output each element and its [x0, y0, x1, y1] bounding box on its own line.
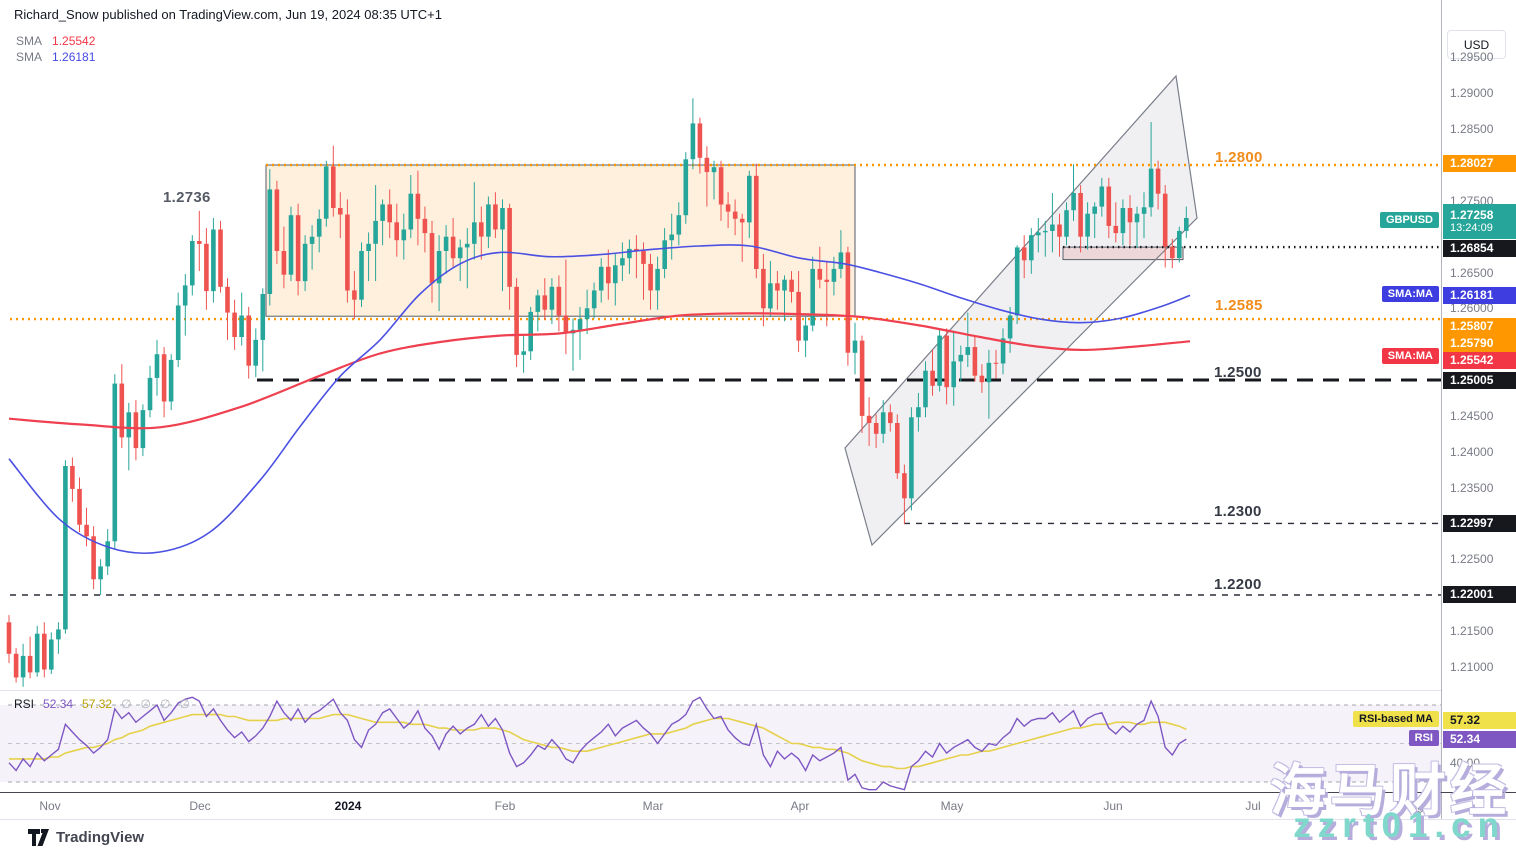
indicator-visibility-icon[interactable]: ∅ [121, 697, 132, 711]
time-axis-label: Mar [642, 799, 664, 813]
time-axis-label: Nov [39, 799, 61, 813]
plot-name-badge: SMA:MA [1381, 286, 1439, 302]
time-axis-label: Jun [1103, 799, 1123, 813]
price-axis-badge: 52.34 [1443, 730, 1516, 748]
rsi-legend: RSI 52.34 57.32 ∅ ∅ ∅ ∅ [14, 697, 190, 711]
legend-row-sma-slow: SMA 1.25542 [16, 33, 95, 49]
price-tick-label: 1.23500 [1450, 480, 1494, 495]
badge-price: 1.25005 [1450, 373, 1494, 387]
price-tick-label: 1.28500 [1450, 122, 1494, 137]
badge-countdown: 13:24:09 [1450, 222, 1493, 234]
badge-price: 1.26181 [1450, 288, 1494, 302]
rsi-ma-value: 57.32 [82, 697, 113, 711]
price-tick-label: 1.29000 [1450, 86, 1494, 101]
price-tick-label: 1.21000 [1450, 659, 1494, 674]
time-axis-label: Apr [790, 799, 810, 813]
price-axis-badge: 1.25790 [1443, 334, 1516, 352]
tradingview-logo-icon [28, 829, 49, 846]
price-axis-badge: 1.25542 [1443, 351, 1516, 369]
time-axis-label: 2024 [334, 799, 362, 813]
price-axis-badge: 1.25807 [1443, 317, 1516, 335]
price-tick-label: 1.26000 [1450, 301, 1494, 316]
time-axis-label: Dec [189, 799, 211, 813]
currency-toggle-button[interactable]: USD [1447, 30, 1506, 59]
time-axis-bottom-border [0, 819, 1516, 820]
publish-header: Richard_Snow published on TradingView.co… [14, 7, 442, 22]
price-axis-badge: 1.26854 [1443, 239, 1516, 257]
price-tick-label: 1.24500 [1450, 408, 1494, 423]
badge-price: 1.25807 [1450, 319, 1494, 333]
brand-text: TradingView [56, 829, 145, 846]
price-axis-badge: 1.26181 [1443, 286, 1516, 304]
price-tick-label: 1.22500 [1450, 552, 1494, 567]
badge-price: 52.34 [1450, 732, 1481, 746]
price-level-label: 1.2585 [1215, 297, 1263, 314]
badge-price: 1.26854 [1450, 241, 1494, 255]
badge-price: 1.28027 [1450, 156, 1494, 170]
tradingview-brand[interactable]: TradingView [28, 828, 144, 847]
time-axis-label: Jul [1245, 799, 1261, 813]
price-level-label: 1.2800 [1215, 149, 1263, 166]
price-axis-badge: 57.32 [1443, 711, 1516, 729]
badge-price: 1.22001 [1450, 587, 1494, 601]
price-tick-label: 1.26500 [1450, 265, 1494, 280]
pane-separator[interactable] [0, 690, 1441, 691]
price-tick-label: 1.21500 [1450, 623, 1494, 638]
time-axis-label: Aug [1402, 799, 1424, 813]
time-axis-label: Feb [494, 799, 516, 813]
legend-row-sma-fast: SMA 1.26181 [16, 49, 95, 65]
badge-price: 1.25542 [1450, 353, 1494, 367]
badge-price: 1.22997 [1450, 516, 1494, 530]
sma-value: 1.26181 [52, 50, 96, 64]
price-level-label: 1.2200 [1214, 576, 1262, 593]
indicator-delete-icon[interactable]: ∅ [159, 697, 171, 711]
sma-label: SMA [16, 50, 43, 64]
price-axis-badge: 1.28027 [1443, 154, 1516, 172]
rsi-value: 52.34 [43, 697, 74, 711]
badge-price: 1.27258 [1450, 208, 1494, 222]
plot-name-badge: RSI [1408, 730, 1439, 746]
plot-name-badge: SMA:MA [1381, 348, 1439, 364]
price-axis-badge: 1.22997 [1443, 514, 1516, 532]
sma-legend: SMA 1.25542 SMA 1.26181 [16, 33, 95, 65]
chart-canvas[interactable] [0, 0, 1516, 820]
price-axis-badge: 1.27258 13:24:09 [1443, 203, 1516, 239]
time-axis-top-border [0, 792, 1516, 793]
sma-value: 1.25542 [52, 34, 96, 48]
price-axis-border [1441, 0, 1442, 819]
badge-price: 1.25790 [1450, 336, 1494, 350]
price-tick-label: 1.29500 [1450, 50, 1494, 65]
indicator-settings-icon[interactable]: ∅ [140, 697, 151, 711]
badge-price: 57.32 [1450, 713, 1481, 727]
price-tick-label: 1.24000 [1450, 444, 1494, 459]
rsi-tick-label: 40.00 [1450, 755, 1481, 770]
rsi-title: RSI [14, 697, 35, 711]
price-level-label: 1.2300 [1214, 503, 1262, 520]
price-level-label: 1.2736 [163, 189, 211, 206]
indicator-more-icon[interactable]: ∅ [179, 697, 190, 711]
price-axis-badge: 1.22001 [1443, 585, 1516, 603]
plot-name-badge: RSI-based MA [1353, 711, 1439, 727]
plot-name-badge: GBPUSD [1379, 212, 1439, 228]
sma-label: SMA [16, 34, 43, 48]
time-axis-label: May [940, 799, 964, 813]
price-level-label: 1.2500 [1214, 364, 1262, 381]
price-axis-badge: 1.25005 [1443, 371, 1516, 389]
